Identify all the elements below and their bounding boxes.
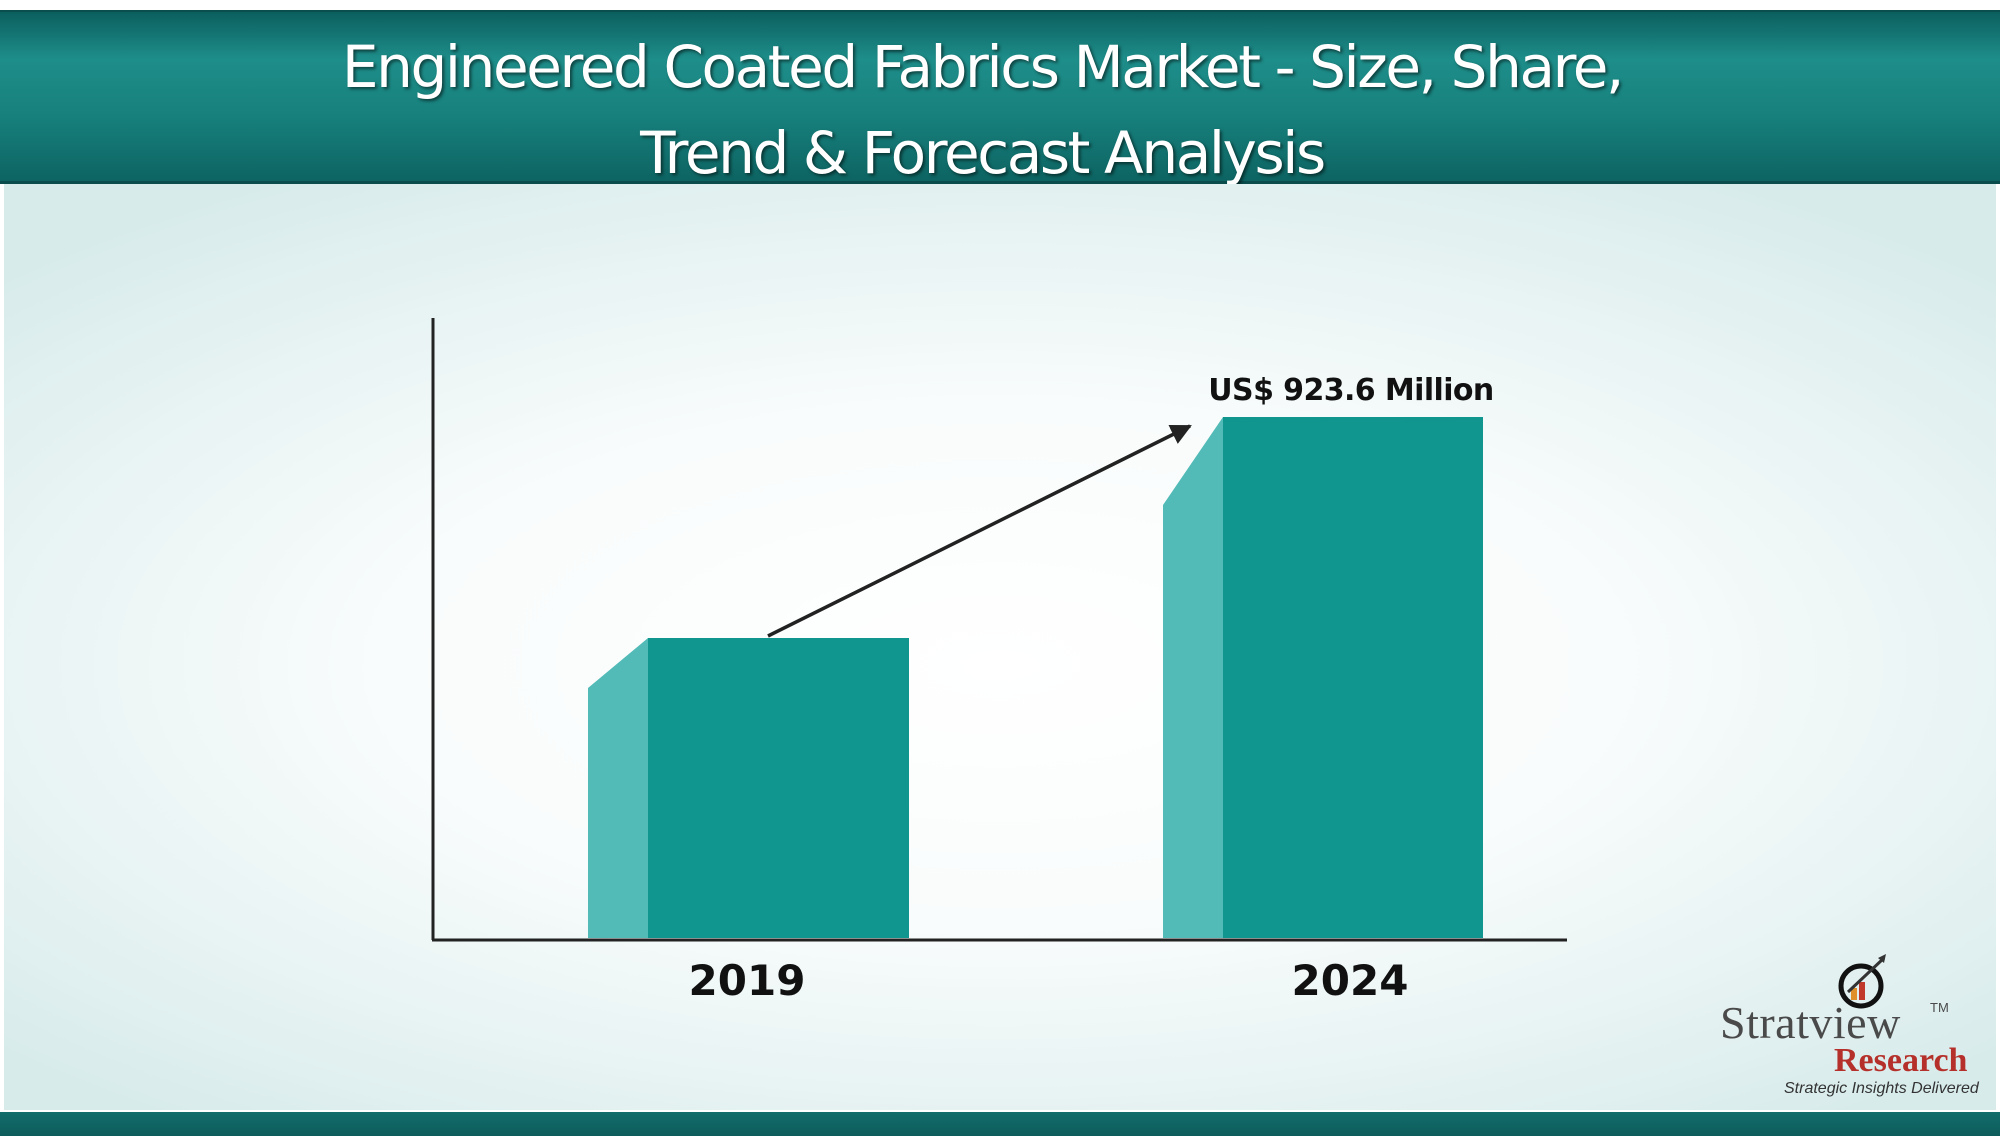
footer-bar (0, 1112, 2000, 1136)
growth-arrow (767, 424, 1192, 638)
logo-trademark: TM (1930, 1000, 1949, 1015)
labels-group: 2019 2024 US$ 923.6 Million (689, 373, 1495, 1005)
x-tick-label-2019: 2019 (689, 956, 806, 1005)
bar-2019 (648, 638, 909, 938)
logo-research-text: Research (1834, 1042, 1968, 1079)
data-label-2024: US$ 923.6 Million (1208, 373, 1493, 408)
logo-tagline: Strategic Insights Delivered (1784, 1080, 1979, 1097)
logo-name: Stratview (1720, 997, 1901, 1048)
chart-panel (4, 184, 1996, 1110)
bar-side-2024 (1163, 417, 1223, 938)
x-tick-label-2024: 2024 (1292, 956, 1409, 1005)
title-line-2: Trend & Forecast Analysis (640, 119, 1326, 187)
stratview-logo: Stratview TM Research Strategic Insights… (1716, 950, 1996, 1110)
magnifier-growth-chart-icon (1838, 954, 1886, 1009)
page-title: Engineered Coated Fabrics Market - Size,… (0, 24, 1964, 196)
title-line-1: Engineered Coated Fabrics Market - Size,… (341, 33, 1625, 101)
bar-side-2019 (588, 638, 648, 938)
bar-2024 (1223, 417, 1483, 938)
title-banner: Engineered Coated Fabrics Market - Size,… (0, 10, 2000, 187)
bars-group (588, 417, 1483, 938)
